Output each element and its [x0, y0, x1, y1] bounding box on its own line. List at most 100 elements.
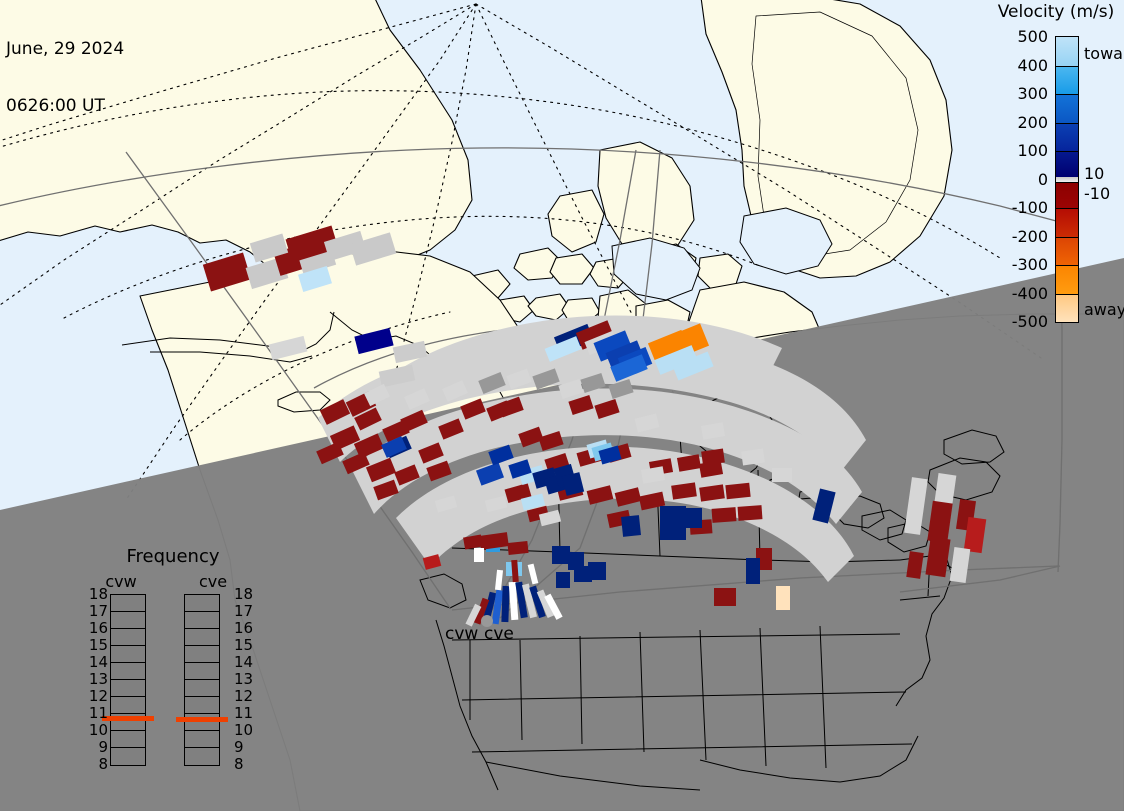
frequency-cell	[111, 663, 145, 680]
colorbar-band-5	[1056, 176, 1078, 183]
colorbar-band-3	[1056, 122, 1078, 151]
colorbar-separator-10	[1056, 293, 1078, 295]
frequency-scale-label: 18	[234, 585, 254, 603]
radar-beam-fan	[465, 559, 563, 627]
frequency-bar-cvw	[102, 594, 154, 766]
colorbar-separator-4	[1056, 151, 1078, 152]
frequency-cell	[111, 612, 145, 629]
frequency-scale-label: 15	[234, 636, 254, 654]
frequency-scale-label: 16	[234, 619, 254, 637]
frequency-cell	[185, 663, 219, 680]
frequency-scale-label: 12	[234, 687, 254, 705]
timestamp-block: June, 29 2024 0626:00 UT	[6, 2, 124, 154]
frequency-column-cve: cve	[170, 572, 256, 766]
frequency-scale-label: 8	[234, 755, 244, 773]
frequency-label-cvw: cvw	[105, 572, 137, 591]
inland-water	[611, 207, 833, 301]
colorbar-band-2	[1056, 94, 1078, 123]
colorbar-away-label: away	[1084, 300, 1124, 319]
colorbar-tick-200: 200	[1017, 112, 1048, 132]
colorbar-tick-neg200: -200	[1011, 226, 1048, 246]
colorbar-separator-8	[1056, 236, 1078, 238]
velocity-cells-main	[316, 368, 792, 606]
frequency-column-cvw: cvw	[78, 572, 164, 766]
colorbar-ground-low-label: -10	[1084, 184, 1111, 203]
frequency-scale-label: 11	[234, 704, 254, 722]
velocity-cells-east	[698, 460, 987, 610]
colorbar-band-10	[1056, 293, 1078, 322]
frequency-cell	[111, 646, 145, 663]
colorbar-separator-3	[1056, 122, 1078, 124]
colorbar-band-8	[1056, 236, 1078, 265]
frequency-marker-cve	[176, 717, 228, 723]
frequency-bar-cve	[176, 594, 228, 766]
frequency-scale-label: 9	[98, 738, 108, 756]
frequency-scale-label: 18	[88, 585, 108, 603]
frequency-scale-label: 16	[88, 619, 108, 637]
colorbar-toward-label: toward	[1084, 44, 1124, 63]
colorbar-separator-2	[1056, 94, 1078, 95]
frequency-cell	[185, 748, 219, 765]
colorbar-tick-500: 500	[1017, 27, 1048, 46]
map-site-label-cve: cve	[484, 624, 514, 644]
velocity-cells-alaska	[202, 225, 428, 388]
frequency-cell	[185, 714, 219, 731]
frequency-legend: Frequency cvw cve 18 17 16 15 14 13 12 11 10 9 8 1…	[78, 546, 268, 778]
colorbar-separator-1	[1056, 65, 1078, 67]
colorbar-tick-100: 100	[1017, 141, 1048, 160]
frequency-scale-label: 8	[98, 755, 108, 773]
frequency-scale-label: 13	[234, 670, 254, 688]
colorbar-band-7	[1056, 208, 1078, 237]
colorbar-tick-neg100: -100	[1011, 198, 1048, 217]
frequency-scale-label: 15	[88, 636, 108, 654]
frequency-cell	[185, 680, 219, 697]
frequency-cell	[185, 629, 219, 646]
timestamp-date: June, 29 2024	[6, 39, 125, 59]
frequency-scale-label: 11	[88, 704, 108, 722]
colorbar-band-1	[1056, 65, 1078, 94]
colorbar-gradient	[1055, 36, 1079, 323]
frequency-marker-cvw	[102, 716, 154, 722]
frequency-scale-label: 10	[88, 721, 108, 739]
colorbar-title: Velocity (m/s)	[997, 2, 1115, 22]
colorbar-tick-neg400: -400	[1011, 283, 1048, 303]
frequency-cell	[111, 595, 145, 612]
colorbar-tick-neg500: -500	[1011, 312, 1048, 331]
frequency-cell	[111, 680, 145, 697]
frequency-cell	[185, 595, 219, 612]
frequency-scale-label: 17	[234, 602, 254, 620]
frequency-scale-label: 9	[234, 738, 244, 756]
timestamp-time: 0626:00 UT	[6, 96, 105, 116]
radar-site-marker	[481, 615, 493, 627]
frequency-cell	[185, 646, 219, 663]
colorbar-ground-high-label: 10	[1084, 164, 1105, 183]
frequency-cell	[111, 629, 145, 646]
frequency-scale-label: 10	[234, 721, 254, 739]
frequency-scale-label: 14	[88, 653, 108, 671]
colorbar-separator-7	[1056, 208, 1078, 209]
map-site-label-cvw: cvw	[445, 624, 479, 644]
colorbar-tick-neg300: -300	[1011, 255, 1048, 274]
colorbar-band-6	[1056, 182, 1078, 208]
frequency-scale-label: 17	[88, 602, 108, 620]
colorbar-tick-400: 400	[1017, 55, 1048, 75]
colorbar-separator-6	[1056, 182, 1078, 184]
frequency-label-cve: cve	[198, 572, 228, 591]
frequency-cell	[111, 714, 145, 731]
frequency-cell	[185, 731, 219, 748]
colorbar-separator-9	[1056, 265, 1078, 266]
colorbar-band-9	[1056, 265, 1078, 294]
velocity-colorbar: Velocity (m/s) 500 400 300 200 100 0 -100 -200 -…	[990, 0, 1124, 340]
colorbar-tick-300: 300	[1017, 84, 1048, 103]
frequency-cell	[185, 612, 219, 629]
colorbar-tick-0: 0	[1037, 169, 1048, 189]
frequency-cell	[111, 697, 145, 714]
frequency-cell	[111, 748, 145, 765]
frequency-scale-label: 12	[88, 687, 108, 705]
frequency-cell	[111, 731, 145, 748]
frequency-scale-label: 14	[234, 653, 254, 671]
frequency-scale-label: 13	[88, 670, 108, 688]
